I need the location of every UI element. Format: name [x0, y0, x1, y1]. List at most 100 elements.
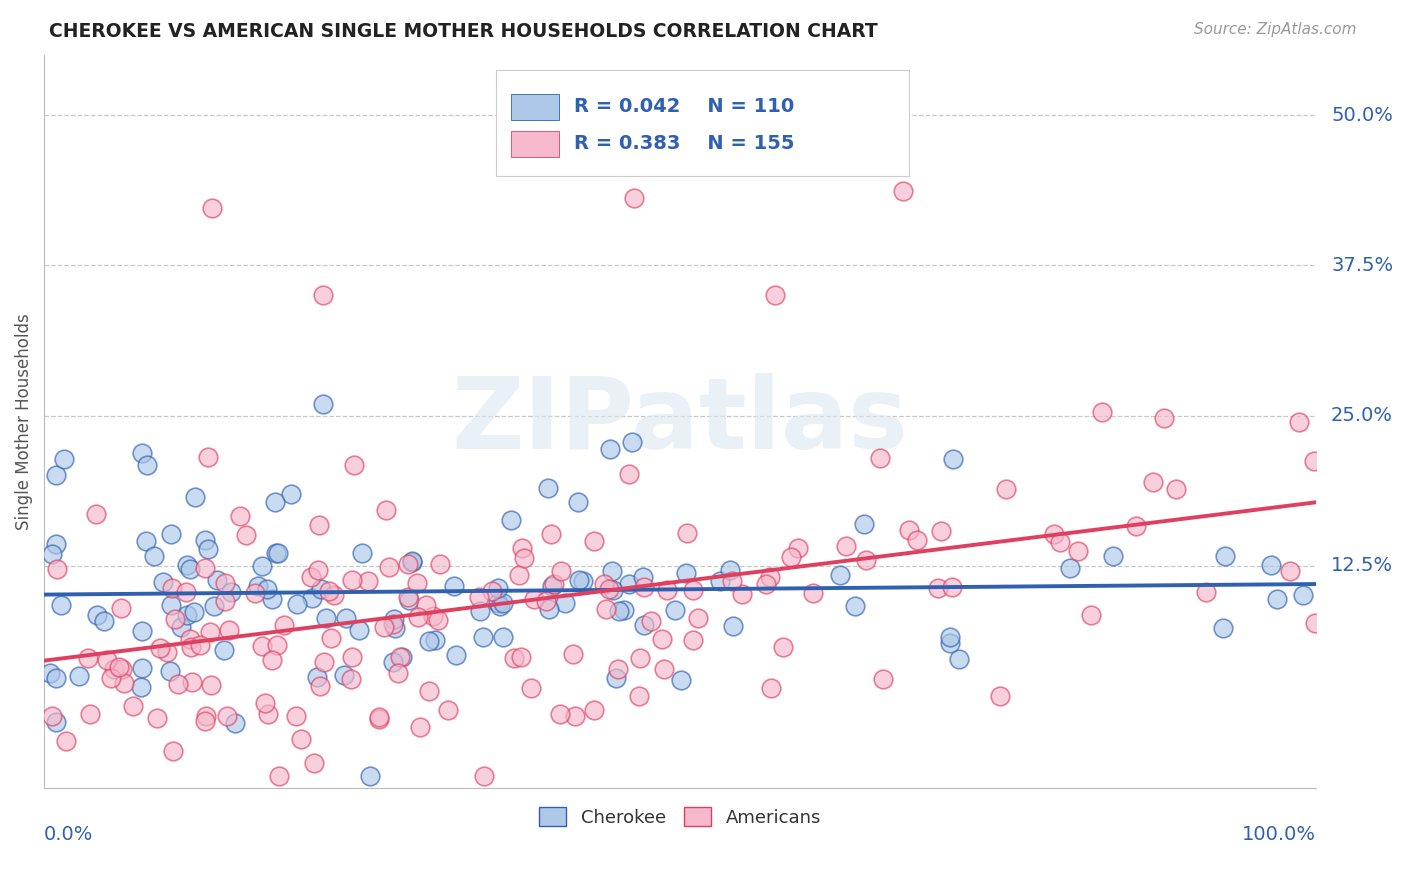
Point: [401, 555, 423, 569]
Point: [607, 604, 630, 618]
Point: [602, 564, 624, 578]
Point: [377, 560, 399, 574]
Point: [939, 635, 962, 649]
Point: [508, 568, 530, 582]
Point: [100, 672, 122, 686]
Legend: Cherokee, Americans: Cherokee, Americans: [531, 800, 828, 834]
Point: [250, 639, 273, 653]
Point: [129, 680, 152, 694]
Point: [443, 579, 465, 593]
Point: [221, 585, 243, 599]
Point: [309, 582, 332, 597]
Point: [246, 579, 269, 593]
Point: [613, 603, 636, 617]
Point: [160, 598, 183, 612]
Point: [481, 583, 503, 598]
Point: [523, 592, 546, 607]
Point: [468, 605, 491, 619]
Point: [165, 612, 187, 626]
Point: [318, 584, 340, 599]
Point: [664, 603, 686, 617]
Point: [1059, 561, 1081, 575]
Point: [623, 191, 645, 205]
Point: [513, 551, 536, 566]
Point: [256, 706, 278, 721]
Point: [55, 733, 77, 747]
Point: [312, 655, 335, 669]
Point: [382, 617, 405, 632]
Point: [408, 720, 430, 734]
Point: [472, 630, 495, 644]
Point: [418, 684, 440, 698]
Point: [709, 574, 731, 589]
Point: [605, 671, 627, 685]
Point: [1166, 483, 1188, 497]
Point: [682, 633, 704, 648]
Point: [135, 458, 157, 473]
Point: [671, 673, 693, 687]
Point: [941, 581, 963, 595]
Point: [96, 652, 118, 666]
Point: [179, 632, 201, 646]
Point: [169, 620, 191, 634]
Point: [183, 605, 205, 619]
Point: [194, 714, 217, 729]
Point: [905, 533, 928, 547]
Point: [759, 681, 782, 696]
Point: [583, 703, 606, 717]
Point: [568, 573, 591, 587]
Point: [688, 611, 710, 625]
Point: [340, 672, 363, 686]
Point: [121, 698, 143, 713]
Point: [628, 650, 651, 665]
Point: [188, 638, 211, 652]
Point: [340, 573, 363, 587]
Point: [1153, 410, 1175, 425]
Bar: [510, 130, 560, 157]
Point: [1278, 564, 1301, 578]
Point: [340, 649, 363, 664]
Text: Source: ZipAtlas.com: Source: ZipAtlas.com: [1194, 22, 1357, 37]
Point: [307, 563, 329, 577]
Point: [41, 548, 63, 562]
Point: [844, 599, 866, 613]
Point: [772, 640, 794, 654]
Point: [1125, 519, 1147, 533]
Point: [828, 568, 851, 582]
Point: [131, 624, 153, 638]
Point: [619, 577, 641, 591]
Point: [243, 586, 266, 600]
Point: [52, 451, 75, 466]
Point: [537, 481, 560, 495]
Point: [446, 648, 468, 663]
Point: [595, 601, 617, 615]
Point: [994, 482, 1017, 496]
Point: [599, 442, 621, 457]
Point: [224, 715, 246, 730]
Point: [897, 523, 920, 537]
Point: [510, 541, 533, 556]
Text: 0.0%: 0.0%: [44, 824, 93, 844]
Point: [367, 710, 389, 724]
Point: [167, 676, 190, 690]
Point: [214, 576, 236, 591]
Point: [256, 582, 278, 596]
Point: [1101, 549, 1123, 564]
Point: [429, 558, 451, 572]
Point: [425, 633, 447, 648]
Point: [723, 619, 745, 633]
Point: [731, 587, 754, 601]
Point: [180, 640, 202, 654]
Point: [502, 651, 524, 665]
Point: [564, 709, 586, 723]
Point: [415, 599, 437, 613]
Point: [285, 597, 308, 611]
Point: [718, 563, 741, 577]
Point: [499, 513, 522, 527]
Point: [939, 630, 962, 644]
Point: [437, 702, 460, 716]
Point: [628, 689, 651, 703]
Point: [290, 731, 312, 746]
Point: [1194, 585, 1216, 599]
Point: [852, 516, 875, 531]
